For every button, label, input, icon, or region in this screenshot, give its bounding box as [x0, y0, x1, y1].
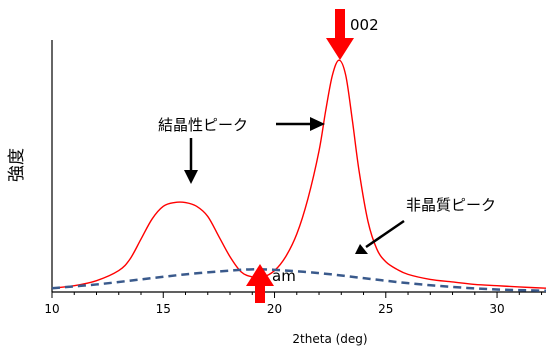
x-tick-label: 25 [378, 302, 393, 316]
x-tick-label: 30 [489, 302, 504, 316]
x-ticks: 10 15 20 25 30 [44, 292, 543, 316]
series-layer [51, 59, 546, 292]
x-tick-label: 10 [44, 302, 59, 316]
x-tick-label: 15 [156, 302, 171, 316]
arrow-002-red [326, 9, 354, 60]
arrow-amorphous [355, 219, 405, 254]
axes [51, 40, 546, 293]
arrow-am-red [246, 264, 274, 303]
series-measured-line [51, 59, 546, 289]
x-axis-label: 2theta (deg) [292, 332, 367, 346]
arrow-crystalline-down [184, 138, 198, 184]
annotation-crystalline-peak: 結晶性ピーク [158, 116, 248, 134]
annotation-amorphous-peak: 非晶質ピーク [406, 196, 496, 214]
arrow-crystalline-right [276, 117, 325, 131]
annotation-am: am [272, 267, 296, 285]
x-tick-label: 20 [267, 302, 282, 316]
annotation-002: 002 [350, 16, 379, 34]
series-amorphous-dashed-line [51, 268, 546, 292]
y-axis-label: 強度 [7, 148, 27, 182]
annotations: 結晶性ピーク 非晶質ピーク 002 am [158, 9, 496, 303]
